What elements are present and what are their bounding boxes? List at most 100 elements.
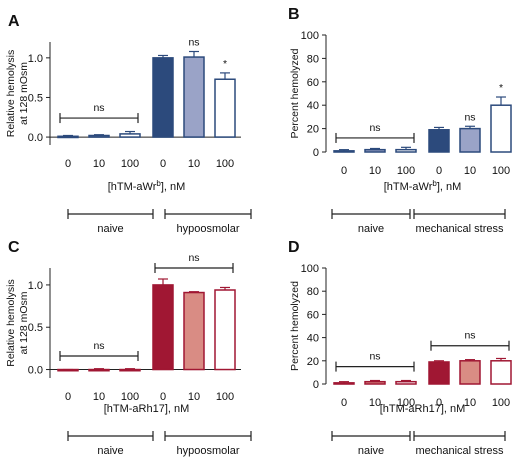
y-tick-label: 0.5 [28,322,43,334]
group-label: naive [97,445,123,457]
y-axis-label: at 128 mOsm [18,291,30,354]
x-tick-label: 0 [341,165,347,177]
y-tick-label: 80 [307,286,319,298]
bar [459,127,481,153]
bar [183,56,205,138]
x-tick-label: 0 [341,397,347,409]
bar [490,104,512,153]
x-tick-label: 0 [65,391,71,403]
x-axis-label: [hTM-aWrb], nM [384,179,462,193]
bar [57,135,79,139]
x-tick-label: 10 [188,158,200,170]
significance-label: ns [93,340,104,352]
significance-label: * [499,82,503,94]
y-tick-label: 40 [307,100,319,112]
group-label: hypoosmolar [177,445,240,457]
panel-letter: C [8,239,20,256]
bar [459,360,481,385]
x-tick-label: 100 [397,397,415,409]
bar [333,150,355,153]
x-tick-label: 100 [492,165,510,177]
bar [214,78,236,138]
x-tick-label: 0 [160,391,166,403]
x-tick-label: 10 [464,165,476,177]
group-label: mechanical stress [415,223,504,235]
x-tick-label: 100 [397,165,415,177]
x-tick-label: 10 [464,397,476,409]
x-tick-label: 0 [436,165,442,177]
significance-label: ns [464,111,475,123]
group-label: hypoosmolar [177,223,240,235]
x-tick-label: 10 [369,397,381,409]
bar [152,57,174,138]
bar [333,382,355,385]
panel-letter: A [8,13,20,30]
group-label: mechanical stress [415,445,504,457]
x-tick-label: 0 [436,397,442,409]
significance-label: * [223,58,227,70]
group-label: naive [358,445,384,457]
bar [395,380,417,385]
y-axis-label: Relative hemolysis [5,50,17,138]
y-axis-label: Percent hemolyzed [289,48,301,138]
bar [364,380,386,385]
panel-a: A 0.0 0.5 1.0 Relative hemolysis at 128 mOsm 0… [5,13,252,235]
bar [364,148,386,153]
y-axis-label: Percent hemolyzed [289,281,301,371]
y-tick-label: 0.0 [28,365,43,377]
y-tick-label: 100 [301,30,319,42]
y-tick-label: 1.0 [28,53,43,65]
x-tick-label: 100 [121,158,139,170]
x-tick-label: 0 [65,158,71,170]
significance-label: ns [93,102,104,114]
significance-label: ns [464,330,475,342]
bar [152,284,174,371]
x-tick-label: 100 [216,391,234,403]
x-tick-label: 10 [369,165,381,177]
y-tick-label: 20 [307,356,319,368]
significance-label: ns [188,252,199,264]
y-tick-label: 0.0 [28,132,43,144]
x-tick-label: 100 [492,397,510,409]
bar [214,289,236,371]
group-label: naive [97,223,123,235]
y-tick-label: 0 [313,379,319,391]
x-axis-label: [hTM-aRh17], nM [104,403,190,415]
y-tick-label: 1.0 [28,280,43,292]
group-label: naive [358,223,384,235]
bar [88,134,110,138]
bar [119,133,141,138]
x-tick-label: 10 [188,391,200,403]
bar [183,291,205,371]
y-tick-label: 0 [313,147,319,159]
panel-letter: B [288,6,300,23]
bar [88,368,110,372]
y-tick-label: 20 [307,124,319,136]
y-tick-label: 60 [307,77,319,89]
significance-label: ns [188,37,199,49]
bar [119,368,141,372]
x-axis-label: [hTM-aRh17], nM [380,403,466,415]
x-axis-label: [hTM-aWrb], nM [108,179,186,193]
bar [428,129,450,153]
x-tick-label: 0 [160,158,166,170]
x-tick-label: 10 [93,158,105,170]
y-axis-label: Relative hemolysis [5,279,17,367]
x-tick-label: 10 [93,391,105,403]
y-axis-label: at 128 mOsm [18,62,30,125]
y-tick-label: 0.5 [28,92,43,104]
y-tick-label: 60 [307,309,319,321]
panel-c: C 0.0 0.5 1.0 Relative hemolysis at 128 mOsm 0… [5,239,252,457]
panel-letter: D [288,239,300,256]
y-tick-label: 40 [307,333,319,345]
y-tick-label: 80 [307,53,319,65]
significance-label: ns [369,122,380,134]
bar [428,361,450,385]
x-tick-label: 100 [121,391,139,403]
x-tick-label: 100 [216,158,234,170]
bar [490,360,512,385]
bar [395,148,417,153]
